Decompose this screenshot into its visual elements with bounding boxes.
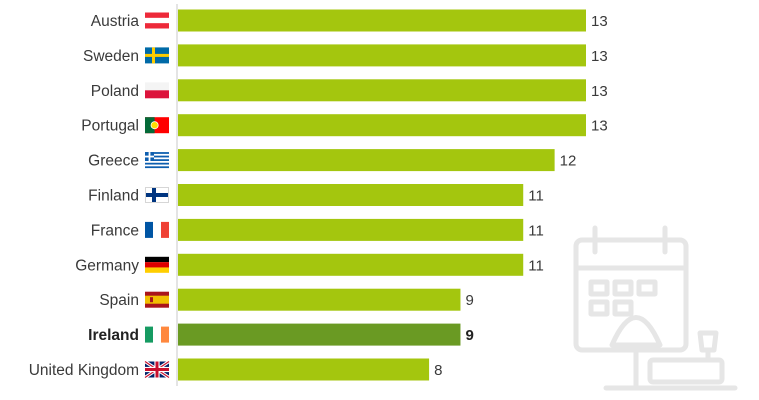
united-kingdom-flag-icon bbox=[144, 360, 170, 379]
value-label-france: 11 bbox=[528, 222, 544, 239]
bar-sweden bbox=[178, 44, 586, 67]
category-label-portugal: Portugal bbox=[81, 118, 139, 135]
category-label-germany: Germany bbox=[75, 257, 139, 274]
value-label-finland: 11 bbox=[528, 188, 544, 205]
value-label-portugal: 13 bbox=[591, 118, 608, 135]
category-label-france: France bbox=[91, 222, 139, 239]
category-label-finland: Finland bbox=[88, 188, 139, 205]
bar-austria bbox=[178, 9, 586, 32]
greece-flag-icon bbox=[145, 152, 169, 169]
category-label-sweden: Sweden bbox=[83, 48, 139, 65]
spain-flag-icon bbox=[145, 291, 169, 308]
value-label-spain: 9 bbox=[465, 292, 473, 309]
value-label-germany: 11 bbox=[528, 257, 544, 274]
bar-ireland bbox=[178, 323, 461, 346]
category-label-greece: Greece bbox=[88, 153, 139, 170]
portugal-flag-icon bbox=[145, 117, 169, 134]
value-label-ireland: 9 bbox=[465, 327, 473, 344]
poland-flag-icon bbox=[145, 82, 169, 99]
bar-poland bbox=[178, 79, 586, 102]
ireland-flag-icon bbox=[145, 326, 169, 343]
value-label-greece: 12 bbox=[560, 153, 577, 170]
bar-spain bbox=[178, 288, 461, 311]
bars-layer: Austria 13 Sweden 13 Poland 13 Portugal 13 Greec… bbox=[29, 9, 608, 381]
bar-portugal bbox=[178, 114, 586, 137]
category-label-ireland: Ireland bbox=[88, 327, 139, 344]
calendar-beach-umbrella-icon bbox=[573, 225, 738, 391]
bar-france bbox=[178, 218, 524, 241]
bar-germany bbox=[178, 253, 524, 276]
bar-greece bbox=[178, 149, 555, 172]
category-label-united-kingdom: United Kingdom bbox=[29, 362, 139, 379]
austria-flag-icon bbox=[145, 12, 169, 29]
category-label-poland: Poland bbox=[91, 83, 139, 100]
value-label-poland: 13 bbox=[591, 83, 608, 100]
finland-flag-icon bbox=[145, 187, 169, 203]
sweden-flag-icon bbox=[145, 47, 169, 64]
value-label-austria: 13 bbox=[591, 13, 608, 30]
bar-united-kingdom bbox=[178, 358, 430, 381]
germany-flag-icon bbox=[145, 256, 169, 273]
value-label-united-kingdom: 8 bbox=[434, 362, 442, 379]
bar-finland bbox=[178, 184, 524, 206]
category-label-austria: Austria bbox=[91, 13, 140, 30]
france-flag-icon bbox=[145, 221, 169, 238]
value-label-sweden: 13 bbox=[591, 48, 608, 65]
category-label-spain: Spain bbox=[99, 292, 139, 309]
